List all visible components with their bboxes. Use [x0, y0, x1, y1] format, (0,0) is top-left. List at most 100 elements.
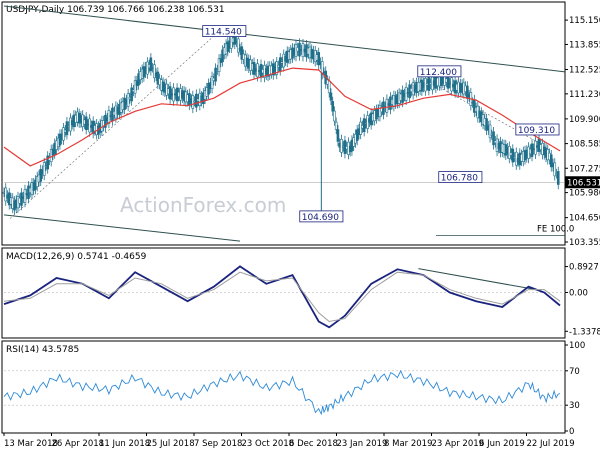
candle-body [107, 110, 111, 124]
candle-body [46, 155, 50, 170]
price-annotation-box [202, 25, 247, 37]
price-annotation-label: 106.780 [441, 174, 478, 184]
candle-body [65, 121, 69, 136]
candle-body [336, 129, 340, 142]
candle-body [534, 140, 537, 155]
price-ytick-label: 104.650 [569, 214, 600, 224]
signal-line [3, 271, 561, 323]
moving-average-line [3, 67, 561, 167]
candle-body [130, 87, 133, 102]
xtick-label: 7 Sep 2018 [194, 439, 242, 449]
candle-body [334, 121, 338, 130]
candle-body [210, 75, 214, 90]
xtick-label: 25 Jul 2018 [147, 439, 195, 449]
candle-body [240, 46, 244, 60]
price-annotation-label: 104.690 [302, 213, 339, 223]
candle-body [511, 148, 515, 163]
price-annotation-label: 112.400 [420, 68, 457, 78]
channel-upper-line [3, 5, 566, 73]
candle-body [553, 162, 557, 177]
price-panel-frame [1, 1, 566, 246]
rsi-line [3, 369, 561, 416]
candle-body [126, 93, 130, 107]
xtick-label: 6 Dec 2018 [289, 439, 338, 449]
price-ytick-label: 108.585 [569, 140, 600, 150]
candle-body [492, 131, 495, 146]
rsi-ytick-label: 30 [569, 401, 580, 411]
price-ytick-label: 105.980 [569, 189, 600, 199]
fe-label: FE 100.0 [537, 225, 574, 235]
price-annotation-box [515, 123, 560, 136]
candle-body [485, 118, 488, 131]
candle-body [488, 124, 492, 139]
candle-body [329, 92, 333, 101]
macd-title: MACD(12,26,9) 0.5741 -0.4659 [6, 252, 147, 262]
candle-body [221, 49, 224, 63]
xtick-label: 11 Jun 2018 [99, 439, 150, 449]
candle-body [327, 80, 331, 94]
candle-body [133, 80, 137, 94]
price-series-layer: 114.540 104.690 112.400 109.310 106.780 FE 10… [2, 5, 574, 242]
candle-body [104, 114, 107, 128]
candle-body [331, 101, 335, 112]
xtick-label: 23 Apr 2019 [432, 439, 485, 449]
macd-series-layer [3, 265, 565, 329]
candle-body [355, 129, 359, 141]
candle-body [62, 127, 65, 141]
candle-body [153, 64, 156, 79]
xtick-label: 26 Apr 2018 [52, 439, 105, 449]
xtick-label: 23 Oct 2018 [242, 439, 295, 449]
current-price-label: 106.531 [567, 178, 600, 188]
candle-body [217, 58, 221, 73]
price-annotation-box [438, 171, 483, 183]
projection-dashed-line-2 [431, 82, 541, 144]
rsi-ytick-label: 70 [569, 367, 580, 377]
macd-line [3, 265, 561, 329]
candle-body [214, 67, 217, 82]
candle-body [168, 86, 172, 100]
price-ytick-label: 109.900 [569, 115, 600, 125]
candle-body [530, 143, 534, 157]
candle-body [49, 149, 53, 163]
current-price-box [565, 176, 600, 189]
macd-panel-frame [1, 247, 566, 339]
candle-body [39, 169, 43, 182]
price-ytick-label: 112.525 [569, 65, 600, 75]
projection-dashed-line-1 [9, 32, 219, 219]
price-annotation-label: 114.540 [205, 28, 242, 38]
macd-ytick-label: 0.00 [569, 288, 588, 298]
candle-body [42, 162, 46, 176]
candle-body [333, 110, 336, 122]
rsi-title: RSI(14) 43.5785 [6, 345, 79, 355]
candle-body [4, 187, 8, 202]
axis-layer: 115.150 113.855 112.525 111.230 109.900 108.5… [3, 16, 600, 449]
xtick-label: 6 Jun 2019 [479, 439, 525, 449]
xtick-label: 13 Mar 2018 [4, 439, 58, 449]
candle-body [84, 116, 88, 131]
price-ytick-label: 113.855 [569, 40, 600, 50]
price-ytick-label: 103.355 [569, 238, 600, 248]
rsi-series-layer [3, 369, 565, 416]
xtick-label: 8 Mar 2019 [384, 439, 432, 449]
price-ytick-label: 115.150 [569, 16, 600, 26]
candle-body [20, 192, 23, 206]
rsi-panel-frame [1, 340, 566, 434]
rsi-ytick-label: 0 [569, 427, 574, 437]
xtick-label: 22 Jul 2019 [527, 439, 575, 449]
candle-body [320, 61, 324, 75]
watermark: ActionForex.com [120, 193, 286, 217]
candle-body [275, 61, 279, 75]
price-annotation-box [417, 65, 462, 78]
macd-divergence-line [418, 268, 540, 291]
price-annotation-label: 109.310 [518, 126, 555, 136]
candle-body [149, 57, 153, 72]
price-ytick-label: 107.275 [569, 164, 600, 174]
candle-body [362, 118, 366, 133]
candle-body [236, 38, 240, 53]
candle-body [23, 189, 27, 203]
candle-body [278, 57, 282, 72]
price-title: USDJPY,Daily 106.739 106.766 106.238 106… [6, 5, 225, 15]
macd-ytick-label: -1.3378 [569, 327, 600, 337]
